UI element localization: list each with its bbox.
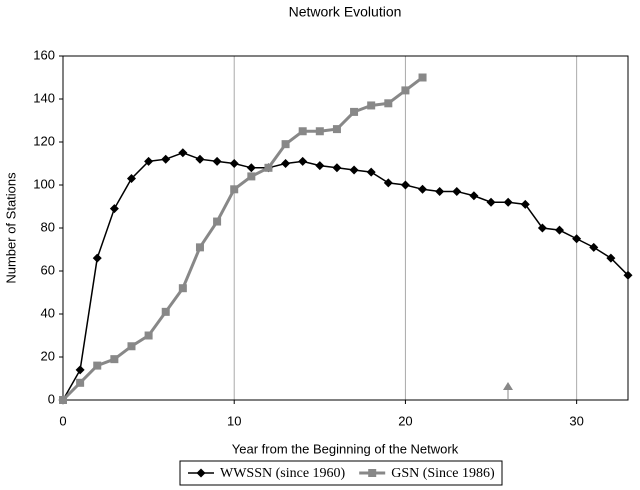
y-tick-label: 100 <box>33 176 55 191</box>
diamond-marker <box>623 270 633 280</box>
diamond-marker <box>418 184 428 194</box>
legend-label: WWSSN (since 1960) <box>220 466 346 481</box>
x-tick-label: 30 <box>569 413 583 428</box>
y-tick-label: 40 <box>41 305 55 320</box>
diamond-marker <box>606 253 616 263</box>
square-marker <box>401 86 410 95</box>
square-marker <box>264 163 273 172</box>
square-marker <box>247 172 256 181</box>
diamond-marker <box>366 167 376 177</box>
diamond-marker <box>109 204 119 214</box>
square-marker <box>93 361 102 370</box>
chart-title: Network Evolution <box>289 4 402 20</box>
diamond-marker <box>400 180 410 190</box>
x-tick-label: 10 <box>227 413 241 428</box>
diamond-marker <box>246 163 256 173</box>
series-line <box>62 151 629 401</box>
square-marker <box>59 396 67 404</box>
y-axis-label: Number of Stations <box>3 172 18 284</box>
square-marker <box>368 469 377 477</box>
diamond-marker <box>503 197 513 207</box>
diamond-marker <box>281 159 291 168</box>
diamond-marker <box>126 174 136 184</box>
x-tick-label: 0 <box>59 413 66 428</box>
legend-label: GSN (Since 1986) <box>391 466 495 481</box>
diamond-marker <box>196 468 206 478</box>
diamond-marker <box>435 186 445 196</box>
square-marker <box>230 185 239 194</box>
y-tick-label: 60 <box>41 262 55 277</box>
square-marker <box>195 243 204 252</box>
annotation-marker <box>503 382 513 390</box>
square-marker <box>350 107 359 116</box>
diamond-marker <box>537 223 547 233</box>
diamond-marker <box>315 161 325 171</box>
square-marker <box>384 99 393 108</box>
square-marker <box>110 355 119 364</box>
diamond-marker <box>195 154 205 164</box>
diamond-marker <box>92 253 102 263</box>
square-marker <box>178 284 187 293</box>
square-marker <box>76 378 85 387</box>
square-marker <box>332 125 341 134</box>
y-tick-label: 0 <box>48 391 55 406</box>
diamond-marker <box>332 163 342 173</box>
diamond-marker <box>383 178 393 188</box>
square-marker <box>315 127 324 136</box>
square-marker <box>144 331 153 340</box>
diamond-marker <box>75 365 85 375</box>
series-line <box>61 76 424 402</box>
x-axis-label: Year from the Beginning of the Network <box>232 441 459 456</box>
diamond-marker <box>349 165 359 175</box>
x-tick-label: 20 <box>398 413 412 428</box>
diamond-marker <box>555 225 565 235</box>
diamond-marker <box>452 186 462 196</box>
square-marker <box>281 140 290 149</box>
diamond-marker <box>486 197 496 207</box>
y-tick-label: 160 <box>33 47 55 62</box>
diamond-marker <box>520 199 530 209</box>
y-tick-label: 120 <box>33 133 55 148</box>
diamond-marker <box>212 156 222 166</box>
square-marker <box>418 73 427 82</box>
diamond-marker <box>178 148 188 158</box>
diamond-marker <box>589 242 599 252</box>
y-tick-label: 80 <box>41 219 55 234</box>
diamond-marker <box>229 159 239 168</box>
square-marker <box>161 307 170 316</box>
square-marker <box>213 217 222 226</box>
diamond-marker <box>144 156 154 166</box>
square-marker <box>298 127 307 136</box>
diamond-marker <box>161 154 171 164</box>
diamond-marker <box>298 156 308 166</box>
legend-box <box>179 460 503 486</box>
y-tick-label: 140 <box>33 90 55 105</box>
diamond-marker <box>572 234 582 244</box>
square-marker <box>127 342 136 351</box>
y-tick-label: 20 <box>41 348 55 363</box>
square-marker <box>367 101 376 110</box>
diamond-marker <box>469 191 479 201</box>
